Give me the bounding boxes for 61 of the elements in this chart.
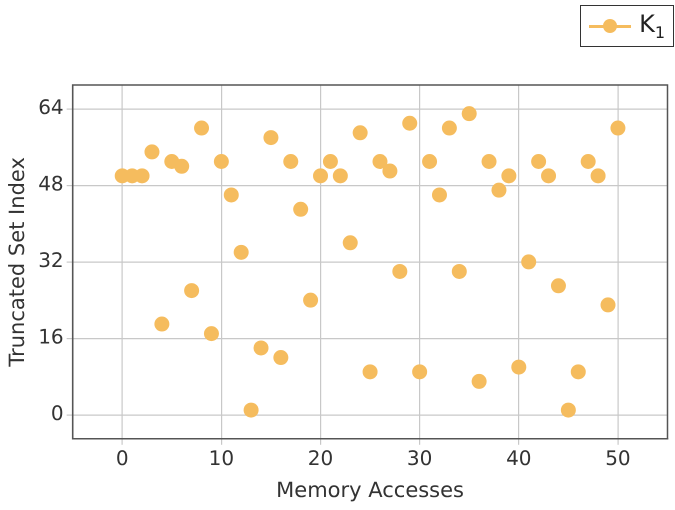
y-tick-label: 48 (38, 172, 64, 196)
point (244, 402, 259, 418)
x-tick-label: 50 (605, 446, 631, 470)
point (332, 168, 348, 184)
point (541, 168, 556, 184)
point (174, 158, 190, 174)
point (580, 154, 596, 169)
point (501, 168, 516, 184)
y-tick-label: 32 (38, 248, 64, 272)
point (362, 364, 378, 380)
point (570, 364, 586, 380)
point (392, 264, 408, 279)
point (550, 278, 566, 294)
y-tick-label: 0 (50, 401, 64, 426)
point (590, 168, 606, 184)
point (511, 360, 526, 375)
point (560, 402, 576, 418)
point (144, 144, 160, 160)
point (462, 106, 477, 122)
x-tick-label: 30 (406, 446, 432, 470)
point (422, 154, 438, 169)
x-tick-label: 0 (116, 446, 129, 470)
point (521, 254, 536, 270)
point (442, 120, 457, 136)
point (482, 154, 497, 169)
point (254, 340, 269, 356)
point (273, 350, 288, 366)
point (322, 154, 338, 169)
point (472, 374, 487, 389)
y-tick-label: 16 (38, 324, 64, 349)
point (224, 187, 239, 202)
point (412, 364, 428, 380)
point (491, 182, 506, 198)
point (342, 235, 358, 250)
point (352, 125, 368, 140)
x-tick-label: 40 (506, 446, 532, 470)
point (313, 168, 328, 184)
point (531, 154, 546, 169)
legend-label: K$_{1}$ (639, 10, 665, 42)
point (382, 164, 398, 179)
point (372, 154, 388, 169)
point (600, 297, 616, 312)
point (452, 264, 467, 279)
point (234, 244, 249, 260)
point (194, 120, 210, 136)
point (214, 154, 229, 169)
y-tick-label: 64 (38, 95, 64, 120)
point (184, 283, 200, 298)
point (610, 120, 626, 136)
x-tick-label: 10 (208, 446, 234, 470)
point (263, 130, 278, 146)
point (402, 116, 418, 131)
x-tick-label: 20 (308, 446, 334, 470)
point (432, 187, 447, 202)
point (204, 326, 219, 342)
y-axis-title: Truncated Set Index (5, 157, 30, 368)
point (293, 202, 308, 217)
point (303, 292, 318, 308)
point (154, 316, 170, 332)
x-axis-title: Memory Accesses (276, 478, 464, 502)
point (283, 154, 298, 169)
